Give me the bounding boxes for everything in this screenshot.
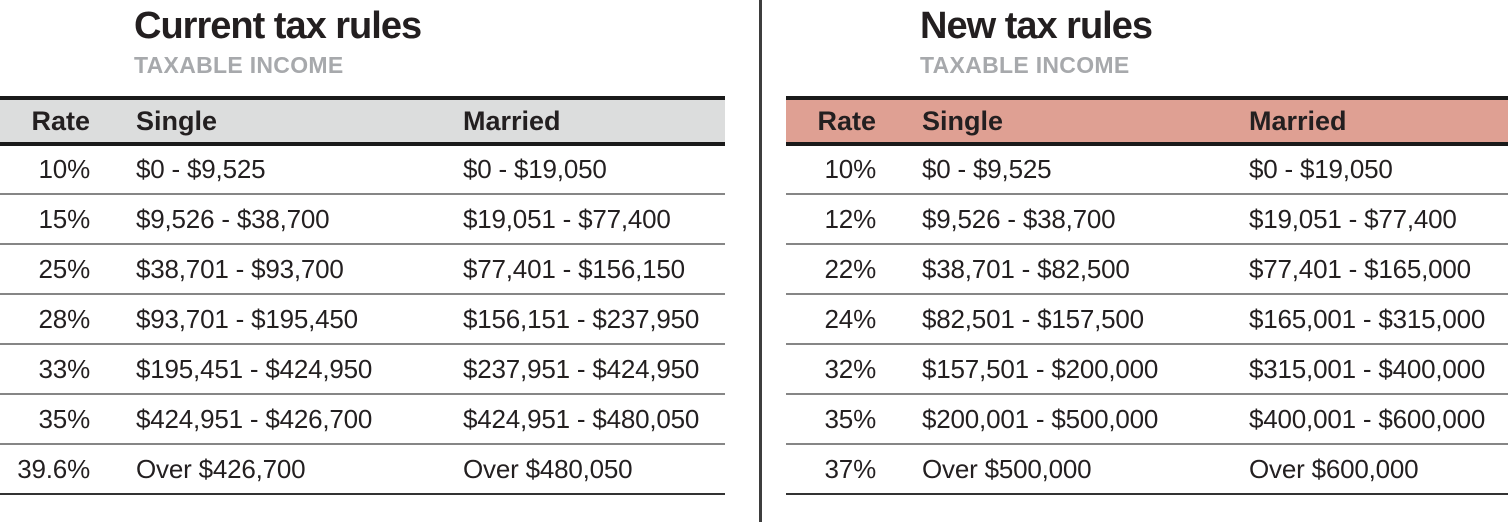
rate-cell: 10% bbox=[38, 154, 91, 184]
single-cell: Over $500,000 bbox=[922, 453, 1092, 484]
panel-divider bbox=[759, 0, 762, 522]
married-cell: Over $480,050 bbox=[463, 453, 633, 484]
single-cell: $38,701 - $93,700 bbox=[136, 253, 344, 284]
single-cell: $200,001 - $500,000 bbox=[922, 403, 1159, 434]
current-table-subtitle: TAXABLE INCOME bbox=[134, 51, 344, 78]
single-cell: $424,951 - $426,700 bbox=[136, 403, 373, 434]
rate-cell: 10% bbox=[824, 154, 877, 184]
table-row: 39.6% Over $426,700 Over $480,050 bbox=[0, 444, 725, 494]
table-row: 33% $195,451 - $424,950 $237,951 - $424,… bbox=[0, 344, 725, 394]
rate-cell: 32% bbox=[824, 353, 877, 384]
single-cell: $195,451 - $424,950 bbox=[136, 353, 373, 384]
table-row: 35% $200,001 - $500,000 $400,001 - $600,… bbox=[786, 394, 1508, 444]
new-panel-header: New tax rules TAXABLE INCOME bbox=[786, 0, 1508, 96]
rate-cell: 37% bbox=[824, 453, 877, 484]
single-cell: $157,501 - $200,000 bbox=[922, 353, 1159, 384]
single-cell: $9,526 - $38,700 bbox=[922, 203, 1116, 234]
single-cell: $38,701 - $82,500 bbox=[922, 253, 1130, 284]
rate-cell: 35% bbox=[38, 403, 91, 434]
new-table-header-row: Rate Single Married bbox=[786, 98, 1508, 144]
married-cell: $424,951 - $480,050 bbox=[463, 403, 700, 434]
married-cell: $77,401 - $165,000 bbox=[1249, 253, 1471, 284]
table-row: 32% $157,501 - $200,000 $315,001 - $400,… bbox=[786, 344, 1508, 394]
current-column-header-single: Single bbox=[136, 105, 218, 136]
new-table-title: New tax rules bbox=[920, 5, 1153, 47]
married-cell: $156,151 - $237,950 bbox=[463, 303, 700, 334]
rate-cell: 35% bbox=[824, 403, 877, 434]
single-cell: $93,701 - $195,450 bbox=[136, 303, 358, 334]
current-tax-table: Rate Single Married 10% $0 - $9,525 $0 -… bbox=[0, 96, 725, 495]
current-table-header-row: Rate Single Married bbox=[0, 98, 725, 144]
current-panel-header: Current tax rules TAXABLE INCOME bbox=[0, 0, 725, 96]
table-row: 10% $0 - $9,525 $0 - $19,050 bbox=[786, 144, 1508, 194]
new-tax-rules-panel: New tax rules TAXABLE INCOME Rate Single… bbox=[786, 0, 1508, 522]
new-column-header-married: Married bbox=[1249, 105, 1347, 136]
rate-cell: 25% bbox=[38, 253, 91, 284]
table-row: 10% $0 - $9,525 $0 - $19,050 bbox=[0, 144, 725, 194]
table-row: 22% $38,701 - $82,500 $77,401 - $165,000 bbox=[786, 244, 1508, 294]
new-column-header-single: Single bbox=[922, 105, 1004, 136]
table-row: 12% $9,526 - $38,700 $19,051 - $77,400 bbox=[786, 194, 1508, 244]
table-row: 24% $82,501 - $157,500 $165,001 - $315,0… bbox=[786, 294, 1508, 344]
table-row: 28% $93,701 - $195,450 $156,151 - $237,9… bbox=[0, 294, 725, 344]
single-cell: $0 - $9,525 bbox=[136, 154, 266, 184]
married-cell: $0 - $19,050 bbox=[463, 154, 607, 184]
table-row: 35% $424,951 - $426,700 $424,951 - $480,… bbox=[0, 394, 725, 444]
married-cell: $0 - $19,050 bbox=[1249, 154, 1393, 184]
new-tax-table: Rate Single Married 10% $0 - $9,525 $0 -… bbox=[786, 96, 1508, 495]
table-row: 25% $38,701 - $93,700 $77,401 - $156,150 bbox=[0, 244, 725, 294]
table-row: 15% $9,526 - $38,700 $19,051 - $77,400 bbox=[0, 194, 725, 244]
single-cell: $82,501 - $157,500 bbox=[922, 303, 1144, 334]
married-cell: $315,001 - $400,000 bbox=[1249, 353, 1486, 384]
single-cell: $0 - $9,525 bbox=[922, 154, 1052, 184]
current-table-title: Current tax rules bbox=[134, 5, 422, 47]
table-row: 37% Over $500,000 Over $600,000 bbox=[786, 444, 1508, 494]
rate-cell: 22% bbox=[824, 253, 877, 284]
rate-cell: 15% bbox=[38, 203, 91, 234]
married-cell: $19,051 - $77,400 bbox=[463, 203, 671, 234]
married-cell: $165,001 - $315,000 bbox=[1249, 303, 1486, 334]
current-column-header-rate: Rate bbox=[31, 105, 90, 136]
rate-cell: 24% bbox=[824, 303, 877, 334]
married-cell: $19,051 - $77,400 bbox=[1249, 203, 1457, 234]
rate-cell: 12% bbox=[824, 203, 877, 234]
married-cell: $400,001 - $600,000 bbox=[1249, 403, 1486, 434]
single-cell: Over $426,700 bbox=[136, 453, 306, 484]
rate-cell: 39.6% bbox=[17, 453, 90, 484]
rate-cell: 33% bbox=[38, 353, 91, 384]
rate-cell: 28% bbox=[38, 303, 91, 334]
current-column-header-married: Married bbox=[463, 105, 561, 136]
single-cell: $9,526 - $38,700 bbox=[136, 203, 330, 234]
married-cell: $237,951 - $424,950 bbox=[463, 353, 700, 384]
new-table-subtitle: TAXABLE INCOME bbox=[920, 51, 1130, 78]
married-cell: $77,401 - $156,150 bbox=[463, 253, 685, 284]
current-tax-rules-panel: Current tax rules TAXABLE INCOME Rate Si… bbox=[0, 0, 725, 522]
new-column-header-rate: Rate bbox=[817, 105, 876, 136]
married-cell: Over $600,000 bbox=[1249, 453, 1419, 484]
